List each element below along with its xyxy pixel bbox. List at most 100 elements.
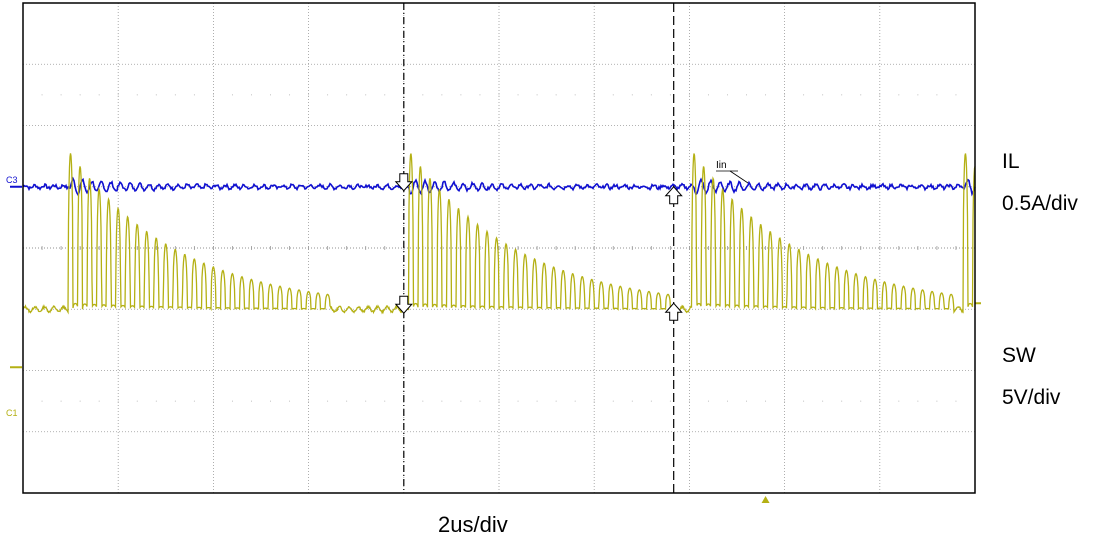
grid-dot <box>403 94 405 96</box>
grid-dot <box>517 94 519 96</box>
grid-dot <box>879 400 881 402</box>
cursor-arrow-up-icon <box>664 302 683 321</box>
grid-dot <box>212 94 214 96</box>
grid-dot <box>726 400 728 402</box>
grid-dot <box>860 94 862 96</box>
grid-dot <box>231 94 233 96</box>
il-channel-name: IL <box>1002 150 1020 173</box>
grid-dot <box>479 94 481 96</box>
grid-dot <box>536 94 538 96</box>
grid-dot <box>879 94 881 96</box>
grid-dot <box>212 400 214 402</box>
grid-dot <box>41 400 43 402</box>
grid-dot <box>384 400 386 402</box>
grid-dot <box>841 94 843 96</box>
grid-dot <box>631 400 633 402</box>
traces <box>22 153 976 315</box>
grid-dot <box>498 400 500 402</box>
sw-channel-name: SW <box>1002 344 1036 367</box>
grid-dot <box>155 400 157 402</box>
grid-dot <box>669 94 671 96</box>
grid-dot <box>460 94 462 96</box>
grid-dot <box>117 400 119 402</box>
grid-dot <box>822 94 824 96</box>
grid-dot <box>155 94 157 96</box>
grid-dot <box>79 400 81 402</box>
grid-dot <box>669 400 671 402</box>
grid-dot <box>784 94 786 96</box>
grid-dot <box>803 400 805 402</box>
grid-dot <box>574 94 576 96</box>
grid-dot <box>536 400 538 402</box>
grid-dot <box>479 400 481 402</box>
il-scale-label: 0.5A/div <box>1002 192 1078 215</box>
grid-dot <box>593 94 595 96</box>
grid-dot <box>174 94 176 96</box>
channel-c1-tag: C1 <box>6 408 18 418</box>
grid-dot <box>327 94 329 96</box>
grid-dot <box>612 400 614 402</box>
grid-dot <box>555 94 557 96</box>
grid-dot <box>593 400 595 402</box>
grid-dot <box>60 94 62 96</box>
grid-dot <box>765 94 767 96</box>
grid-dot <box>936 400 938 402</box>
grid-dot <box>631 94 633 96</box>
grid-dot <box>746 400 748 402</box>
grid-dot <box>365 94 367 96</box>
grid-dot <box>707 94 709 96</box>
grid-dot <box>917 400 919 402</box>
grid-dot <box>460 400 462 402</box>
grid-dot <box>688 400 690 402</box>
grid-dot <box>422 400 424 402</box>
markers <box>10 170 981 503</box>
grid-dot <box>841 400 843 402</box>
grid-dot <box>822 400 824 402</box>
grid-dot <box>136 94 138 96</box>
grid-dot <box>384 94 386 96</box>
trigger-position-icon <box>761 496 770 503</box>
grid-dot <box>231 400 233 402</box>
grid-dot <box>650 94 652 96</box>
grid-dot <box>41 94 43 96</box>
grid-dot <box>955 94 957 96</box>
grid-dot <box>860 400 862 402</box>
grid-dot <box>79 94 81 96</box>
grid-dot <box>707 400 709 402</box>
grid-dot <box>422 94 424 96</box>
grid-dot <box>688 94 690 96</box>
grid-dot <box>117 94 119 96</box>
grid-dot <box>136 400 138 402</box>
cursor-arrow-down-icon <box>394 295 413 315</box>
grid-dot <box>193 94 195 96</box>
cursor-lines <box>403 3 675 493</box>
grid-dot <box>365 400 367 402</box>
grid-dot <box>270 400 272 402</box>
cursor-arrow-down-icon <box>394 173 413 192</box>
grid-dot <box>193 400 195 402</box>
grid-dot <box>98 400 100 402</box>
grid-dot <box>441 94 443 96</box>
grid-dot <box>346 400 348 402</box>
grid-dot <box>441 400 443 402</box>
grid-dot <box>765 400 767 402</box>
grid-dot <box>746 94 748 96</box>
grid-dot <box>555 400 557 402</box>
grid-dot <box>327 400 329 402</box>
time-scale-label: 2us/div <box>438 512 508 537</box>
grid-dot <box>612 94 614 96</box>
iin-marker-label: Iin <box>716 160 727 171</box>
grid-dot <box>955 400 957 402</box>
grid-dot <box>60 400 62 402</box>
grid-dot <box>917 94 919 96</box>
grid-dot <box>726 94 728 96</box>
grid-dot <box>289 400 291 402</box>
il-trace <box>22 176 976 197</box>
grid-dot <box>308 400 310 402</box>
channel-c3-tag: C3 <box>6 175 18 185</box>
grid-dot <box>174 400 176 402</box>
grid-dot <box>289 94 291 96</box>
iin-leader-line <box>729 170 749 184</box>
grid-dot <box>98 94 100 96</box>
